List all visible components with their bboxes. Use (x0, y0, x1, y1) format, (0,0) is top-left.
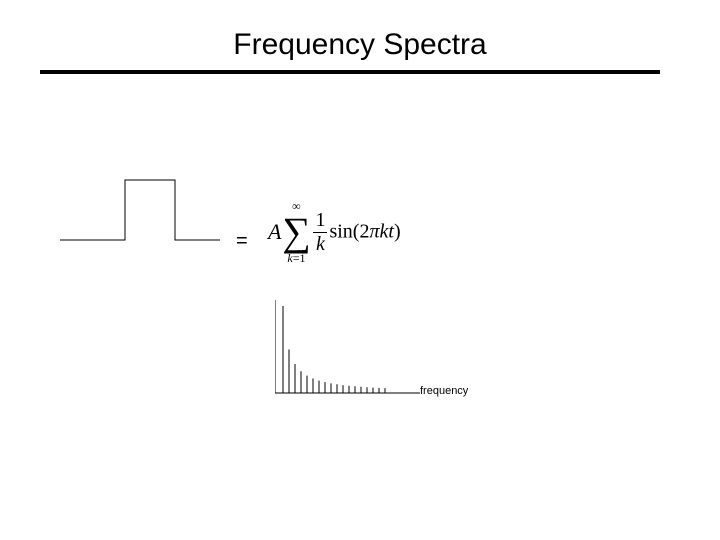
formula-A: A (268, 219, 281, 244)
slide-title: Frequency Spectra (0, 28, 720, 62)
sigma-symbol: ∑ (281, 212, 311, 252)
fraction-1-over-k: 1 k (313, 209, 327, 256)
frequency-axis-label: frequency (420, 385, 468, 397)
square-wave-plot (60, 175, 220, 245)
equals-sign: = (236, 230, 248, 253)
frequency-spectrum-plot (275, 300, 450, 395)
fourier-series-formula: A ∞ ∑ k=1 1 k sin(2πkt) (268, 200, 401, 264)
title-rule (40, 70, 660, 74)
sine-term: sin(2πkt) (329, 221, 400, 243)
